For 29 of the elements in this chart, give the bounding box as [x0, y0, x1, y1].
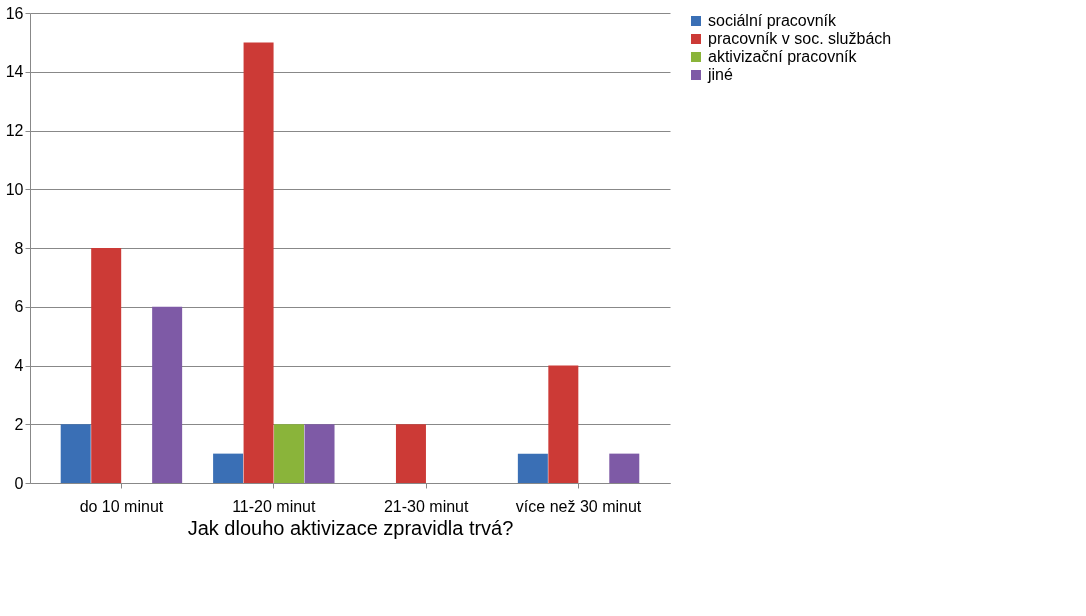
y-tick-label: 6: [14, 298, 24, 316]
y-tick-label: 12: [5, 122, 24, 139]
bar: [60, 424, 91, 483]
x-axis-title: Jak dlouho aktivizace zpravidla trvá?: [187, 516, 514, 539]
bar: [395, 424, 426, 483]
legend-label: sociální pracovník: [708, 12, 838, 29]
x-tick-label: 21-30 minut: [383, 497, 469, 515]
y-tick-label: 10: [5, 180, 24, 198]
bar: [304, 424, 335, 483]
legend-label: pracovník v soc. službách: [708, 30, 892, 47]
bar: [152, 306, 183, 483]
x-tick-label: více než 30 minut: [515, 497, 642, 515]
bar: [243, 42, 274, 483]
y-tick-label: 2: [14, 415, 24, 433]
bar: [91, 248, 122, 483]
y-tick-label: 14: [5, 63, 24, 81]
bar: [517, 453, 548, 483]
bar: [548, 365, 579, 483]
y-tick-label: 4: [14, 357, 24, 374]
y-tick-label: 8: [14, 239, 24, 257]
x-tick-label: 11-20 minut: [232, 497, 317, 515]
y-tick-label: 16: [5, 4, 24, 22]
legend-label: jiné: [707, 66, 734, 83]
bar: [274, 424, 305, 483]
legend-label: aktivizační pracovník: [708, 48, 858, 65]
x-tick-label: do 10 minut: [79, 497, 164, 515]
bar: [213, 453, 244, 483]
y-tick-label: 0: [14, 474, 24, 492]
bar: [609, 453, 640, 483]
